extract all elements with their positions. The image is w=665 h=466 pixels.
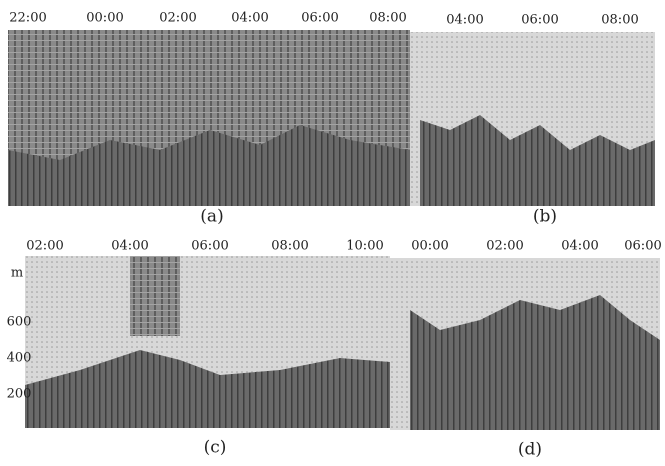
echo-c: [25, 350, 390, 428]
time-label: 00:00: [411, 239, 448, 254]
time-label: 02:00: [159, 11, 196, 26]
time-label: 02:00: [486, 239, 523, 254]
time-label: 00:00: [86, 11, 123, 26]
echo-d: [410, 295, 660, 430]
echo-a: [8, 125, 410, 206]
time-label: 06:00: [191, 239, 228, 254]
time-label: 06:00: [624, 239, 661, 254]
time-label: 08:00: [601, 13, 638, 28]
panel-caption: (d): [518, 440, 542, 460]
time-label: 04:00: [446, 13, 483, 28]
height-label: 400: [7, 351, 32, 366]
height-label: 200: [7, 387, 32, 402]
time-label: 22:00: [9, 11, 46, 26]
time-label: 06:00: [521, 13, 558, 28]
height-label: 600: [7, 315, 32, 330]
panel-caption: (a): [200, 207, 223, 227]
time-label: 04:00: [111, 239, 148, 254]
time-label: 02:00: [26, 239, 63, 254]
panel-caption: (c): [204, 438, 227, 458]
time-label: 08:00: [369, 11, 406, 26]
time-label: 08:00: [271, 239, 308, 254]
time-label: 10:00: [346, 239, 383, 254]
time-label: 06:00: [301, 11, 338, 26]
echo-b: [420, 115, 655, 206]
panel-c-band: [130, 256, 180, 336]
time-label: 04:00: [561, 239, 598, 254]
height-unit: m: [11, 266, 23, 281]
panel-caption: (b): [533, 207, 557, 227]
time-label: 04:00: [231, 11, 268, 26]
